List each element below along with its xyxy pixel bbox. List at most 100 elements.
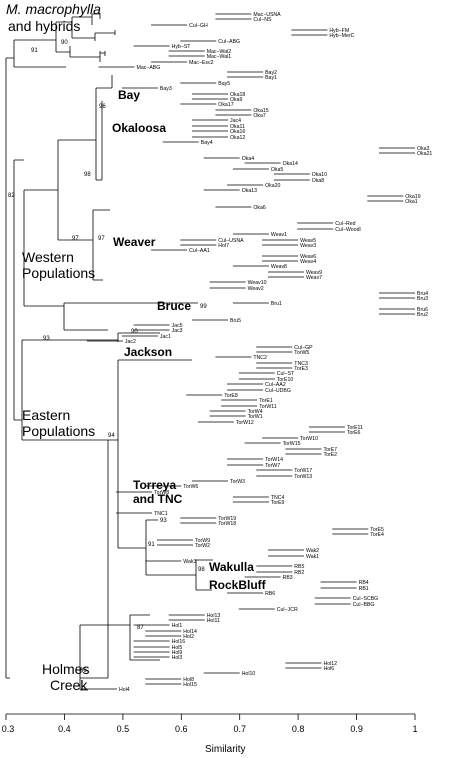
branch [71,16,95,39]
group-label-bay: Bay [118,88,140,102]
leaf-label: Oka4 [242,156,255,162]
leaf-label: Weav10 [248,280,267,286]
branch [21,339,118,441]
leaf-label: TorE2 [324,452,338,458]
leaf-label: Bay5 [218,81,230,87]
leaf-label: Weav7 [306,275,322,281]
leaf-label: Jac3 [172,328,183,334]
leaf-label: RB4 [359,580,369,586]
leaf-label: Wak2 [306,548,319,554]
axis-tick-label: 0.4 [58,724,71,734]
branch [69,46,100,58]
group-label-holmes-2: Creek [50,677,88,693]
bootstrap-value: 97 [72,236,79,242]
bootstrap-value: 86 [80,668,87,674]
leaf-label: Oka14 [283,161,298,167]
leaf-label: Hol10 [242,671,256,677]
leaf-label: Hyb−ST [172,44,192,50]
axis-tick-label: 0.9 [350,724,363,734]
leaf-label: TorW12 [236,420,254,426]
group-label-jackson: Jackson [124,345,172,359]
bootstrap-value: 82 [8,193,15,199]
leaf-label: TorW5 [294,350,309,356]
bootstrap-value: 90 [131,329,138,335]
leaf-label: Weav5 [300,238,316,244]
leaf-label: Cul−AA1 [189,248,210,254]
leaf-label: Bay3 [160,86,172,92]
bootstrap-value: 97 [98,236,105,242]
axis-label: Similarity [205,744,246,755]
leaf-label: Weav3 [300,243,316,249]
leaf-label: Hol5 [172,645,183,651]
branch [117,359,192,549]
leaf-label: TorE5 [370,527,384,533]
leaf-label: Hol15 [183,682,197,688]
branch [13,159,24,421]
leaf-label: Weav1 [271,232,287,238]
leaf-label: TorE6 [347,430,361,436]
leaf-label: Bay4 [201,140,213,146]
leaf-label: Bru4 [417,291,428,297]
leaf-label: Mac−Wal1 [207,54,232,60]
group-label-western-2: Populations [22,265,95,281]
branch [79,624,130,691]
axis-tick-label: 0.6 [175,724,188,734]
group-label-western-1: Western [22,249,74,265]
leaf-label: Cul−SCBG [353,596,379,602]
axis-tick-label: 0.8 [292,724,305,734]
leaf-label: Hol12 [324,661,338,667]
leaf-label: Oka17 [218,102,233,108]
branch [13,39,66,68]
bootstrap-value: 87 [137,625,144,631]
leaf-label: Hol6 [324,666,335,672]
branch [91,13,100,25]
leaf-label: Hol3 [172,655,183,661]
leaf-label: Mac−ABG [137,65,161,71]
leaf-label: TorE4 [370,532,384,538]
leaf-label: TorE3 [294,366,308,372]
bootstrap-value: 90 [61,40,68,46]
leaf-label: Oka7 [253,113,266,119]
leaf-label: TNC4 [271,495,285,501]
leaf-label: TorW6 [183,484,198,490]
leaf-label: Cul−NS [253,17,272,23]
leaf-label: Oka21 [417,151,432,157]
leaf-label: Hol16 [172,639,186,645]
group-label-eastern-1: Eastern [22,407,70,423]
leaf-label: Cul−USNA [218,238,244,244]
bootstrap-value: 99 [200,304,207,310]
leaf-label: TorW13 [294,474,312,480]
leaf-label: Jac1 [160,334,171,340]
leaf-label: RB6 [265,591,275,597]
branch [55,21,72,53]
leaf-label: Hol14 [183,629,197,635]
branch [57,139,96,241]
leaf-label: Oka3 [417,146,430,152]
leaf-label: TorW8 [154,490,169,496]
leaf-label: Oka10 [312,172,327,178]
group-label-torreya-1: Torreya [133,478,176,492]
branch [80,439,118,679]
bootstrap-value: 94 [108,433,115,439]
leaf-label: Bay1 [265,75,277,81]
leaf-label: Hol2 [183,634,194,640]
bootstrap-value: 98 [198,567,205,573]
group-label-bruce: Bruce [157,299,191,313]
leaf-label: TorE1 [259,398,273,404]
leaf-label: Oka9 [230,97,243,103]
leaf-label: Oka12 [230,135,245,141]
branch [195,559,213,591]
group-label-okaloosa: Okaloosa [112,121,166,135]
leaf-label: TNC3 [294,361,308,367]
tree-branches [5,13,213,691]
leaf-label: Oka5 [271,167,284,173]
leaf-label: TorW11 [259,404,277,410]
leaf-label: Hyb−FM [329,28,349,34]
leaf-label: Hol9 [172,650,183,656]
leaf-label: Jac5 [172,323,183,329]
branch [129,614,160,661]
title-italic: M. macrophylla [6,1,101,17]
leaf-label: TorW9 [195,538,210,544]
leaf-label: Cul−ABG [218,39,240,45]
